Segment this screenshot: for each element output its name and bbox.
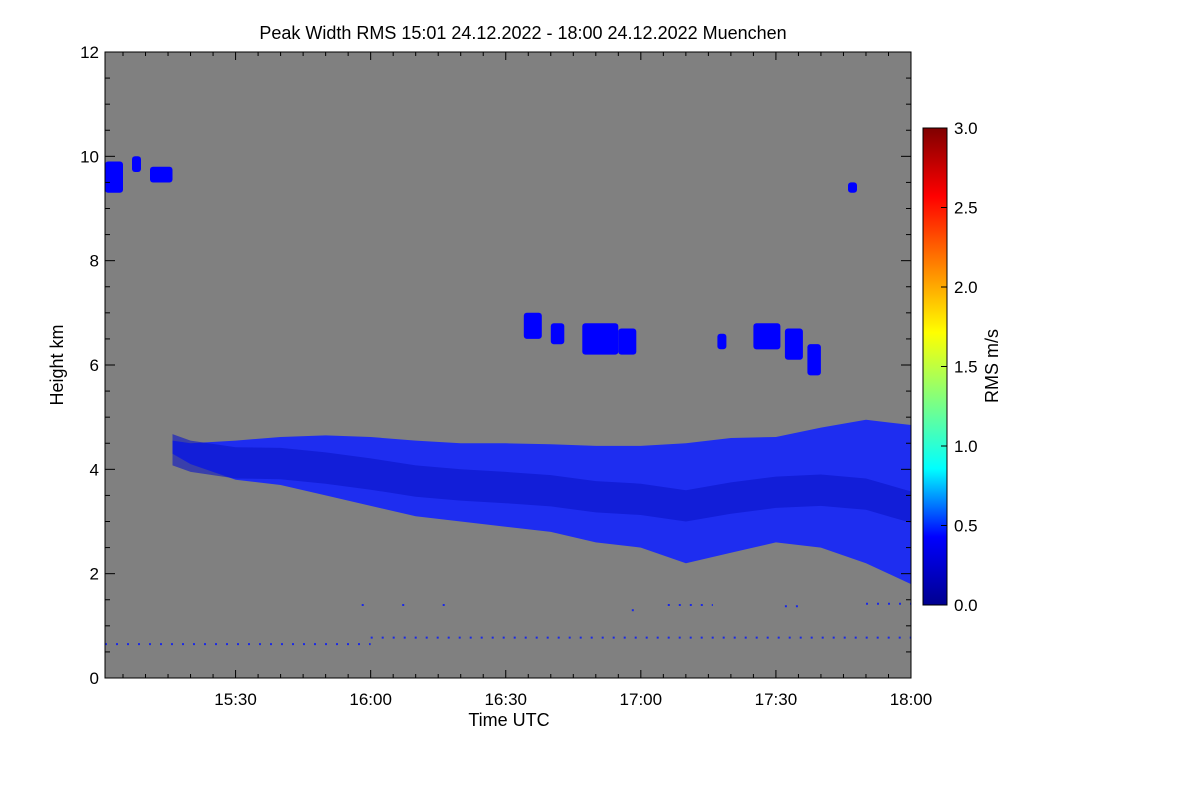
- plot-background: [105, 52, 911, 678]
- cloud-patch: [717, 333, 727, 350]
- cloud-patch: [848, 182, 857, 193]
- x-axis: 15:30 16:00 16:30 17:00 17:30 18:00: [122, 52, 933, 709]
- colorbar-tick-label: 2.5: [954, 199, 978, 218]
- colorbar-tick-label: 1.5: [954, 358, 978, 377]
- cloud-patch: [807, 344, 821, 376]
- cloud-patch: [753, 323, 781, 350]
- cloud-patch: [550, 323, 565, 345]
- main-cloud-layer-core: [172, 434, 911, 523]
- colorbar-tick-label: 2.0: [954, 278, 978, 297]
- cloud-patch: [105, 161, 123, 193]
- cloud-layers: [105, 156, 911, 646]
- colorbar-label: RMS m/s: [982, 329, 1002, 403]
- y-tick-label: 4: [90, 460, 99, 479]
- x-tick-label: 18:00: [890, 690, 933, 709]
- cloud-patch: [582, 323, 619, 355]
- cloud-patch: [132, 156, 141, 172]
- colorbar-ticks: 0.0 0.5 1.0 1.5 2.0 2.5 3.0: [941, 119, 978, 615]
- y-tick-label: 6: [90, 356, 99, 375]
- y-axis: 0 2 4 6 8 10 12: [80, 43, 911, 688]
- cloud-patch: [523, 312, 542, 339]
- y-tick-label: 0: [90, 669, 99, 688]
- colorbar-tick-label: 0.0: [954, 596, 978, 615]
- y-tick-label: 12: [80, 43, 99, 62]
- colorbar-tick-label: 3.0: [954, 119, 978, 138]
- colorbar-tick-label: 0.5: [954, 517, 978, 536]
- y-tick-label: 8: [90, 252, 99, 271]
- x-tick-label: 17:30: [755, 690, 798, 709]
- x-axis-label: Time UTC: [468, 710, 549, 730]
- colorbar: 0.0 0.5 1.0 1.5 2.0 2.5 3.0 RMS m/s: [922, 119, 1002, 615]
- x-tick-label: 17:00: [620, 690, 663, 709]
- cloud-patch: [784, 328, 803, 360]
- y-tick-label: 10: [80, 147, 99, 166]
- x-tick-label: 16:30: [484, 690, 527, 709]
- chart-title: Peak Width RMS 15:01 24.12.2022 - 18:00 …: [259, 23, 786, 43]
- cloud-patch: [150, 166, 173, 183]
- cloud-patch: [618, 328, 637, 355]
- y-tick-label: 2: [90, 565, 99, 584]
- x-tick-label: 16:00: [349, 690, 392, 709]
- y-axis-label: Height km: [47, 324, 67, 405]
- colorbar-tick-label: 1.0: [954, 437, 978, 456]
- plot-area: [104, 51, 912, 679]
- x-tick-label: 15:30: [214, 690, 257, 709]
